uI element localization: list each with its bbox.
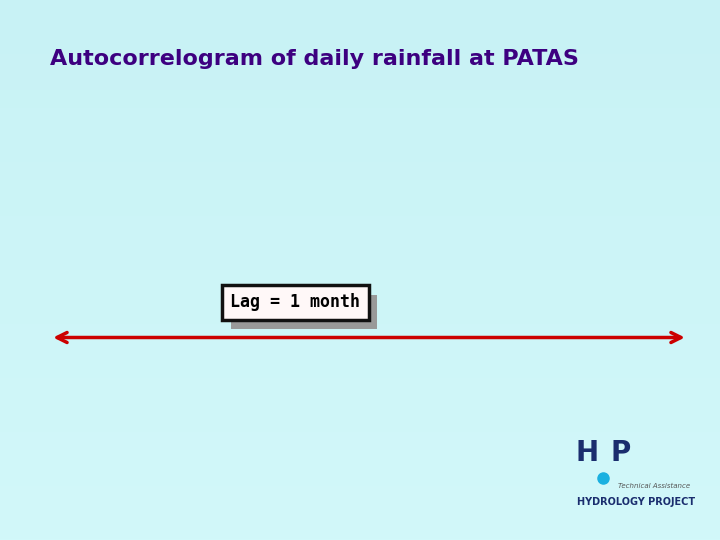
Text: Autocorrelogram of daily rainfall at PATAS: Autocorrelogram of daily rainfall at PAT… — [50, 49, 580, 69]
Text: Lag = 1 month: Lag = 1 month — [239, 303, 369, 321]
Text: Lag = 1 month: Lag = 1 month — [230, 293, 361, 312]
Text: Technical Assistance: Technical Assistance — [618, 483, 690, 489]
Text: HYDROLOGY PROJECT: HYDROLOGY PROJECT — [577, 496, 696, 507]
Text: P: P — [611, 439, 631, 467]
Text: H: H — [576, 439, 599, 467]
